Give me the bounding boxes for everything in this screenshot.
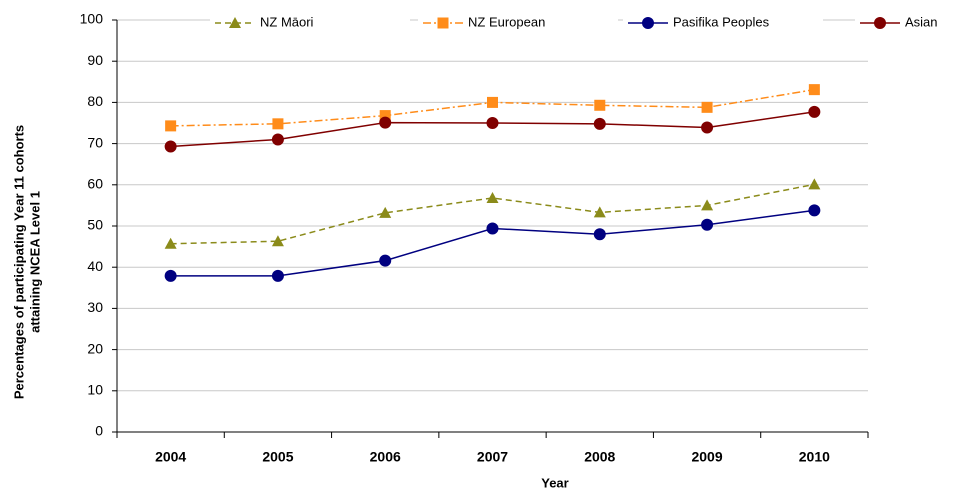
marker xyxy=(701,101,713,113)
marker xyxy=(487,96,498,108)
marker xyxy=(593,117,606,130)
series-line xyxy=(170,209,815,277)
y-tick-label: 80 xyxy=(87,93,103,109)
marker xyxy=(379,206,392,218)
y-axis-label-line: Percentages of participating Year 11 coh… xyxy=(11,125,26,399)
marker xyxy=(808,105,821,118)
marker xyxy=(593,228,606,241)
marker xyxy=(165,120,177,132)
legend-label: Asian xyxy=(905,14,938,29)
marker xyxy=(486,222,499,235)
x-tick-label: 2008 xyxy=(584,449,615,465)
y-tick-label: 40 xyxy=(87,258,103,274)
marker xyxy=(808,178,821,190)
marker xyxy=(272,118,284,130)
marker xyxy=(437,17,449,29)
marker xyxy=(701,199,714,211)
y-tick-label: 90 xyxy=(87,52,103,68)
marker xyxy=(808,204,821,217)
marker xyxy=(271,133,284,146)
legend-label: NZ European xyxy=(468,14,545,29)
marker xyxy=(164,140,177,153)
marker xyxy=(486,117,499,129)
x-tick-label: 2010 xyxy=(799,449,830,465)
marker xyxy=(701,121,714,134)
marker xyxy=(874,17,886,29)
marker xyxy=(808,84,820,96)
marker xyxy=(164,237,177,249)
y-tick-label: 30 xyxy=(87,299,103,315)
legend-label: Pasifika Peoples xyxy=(673,14,770,29)
x-tick-label: 2006 xyxy=(370,449,401,465)
legend-bg xyxy=(418,13,618,33)
y-tick-label: 0 xyxy=(95,423,103,439)
y-tick-label: 70 xyxy=(87,134,103,150)
marker xyxy=(593,206,606,218)
marker xyxy=(271,269,284,282)
y-tick-label: 20 xyxy=(87,340,103,356)
x-tick-label: 2005 xyxy=(262,449,293,465)
y-tick-label: 50 xyxy=(87,217,103,233)
x-tick-label: 2007 xyxy=(477,449,508,465)
marker xyxy=(379,254,392,267)
y-tick-label: 60 xyxy=(87,176,103,192)
marker xyxy=(701,218,714,231)
marker xyxy=(379,110,391,122)
marker xyxy=(594,99,606,111)
y-tick-label: 100 xyxy=(80,11,104,27)
x-tick-label: 2004 xyxy=(155,449,186,465)
y-axis-label: Percentages of participating Year 11 coh… xyxy=(11,125,42,399)
marker xyxy=(271,235,284,247)
marker xyxy=(164,269,177,282)
marker xyxy=(379,116,392,129)
y-tick-label: 10 xyxy=(87,382,103,398)
marker xyxy=(229,17,241,28)
x-tick-label: 2009 xyxy=(691,449,722,465)
legend-label: NZ Māori xyxy=(260,14,314,29)
legend-bg xyxy=(855,13,970,33)
marker xyxy=(642,17,654,29)
legend-bg xyxy=(623,13,823,33)
y-axis-label-line: attaining NCEA Level 1 xyxy=(27,191,42,333)
marker xyxy=(486,191,499,203)
legend-bg xyxy=(210,13,410,33)
x-axis-label: Year xyxy=(541,475,568,490)
